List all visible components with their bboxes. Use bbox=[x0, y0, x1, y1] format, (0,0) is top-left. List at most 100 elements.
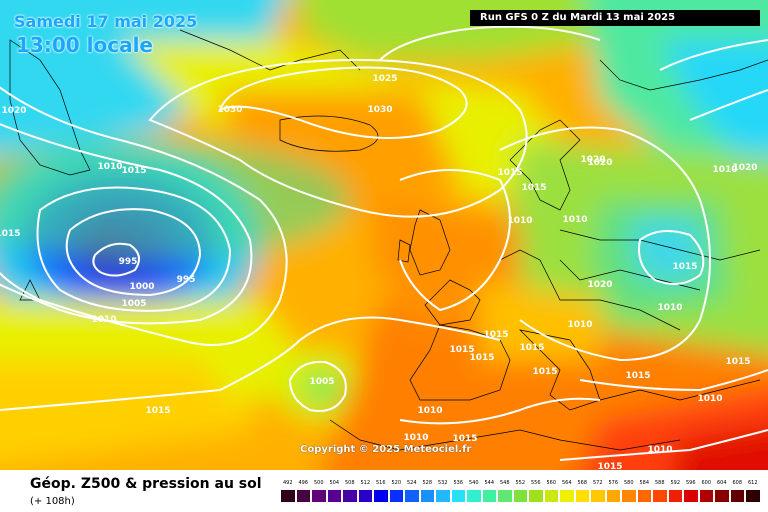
legend-value: 504 bbox=[329, 480, 340, 486]
legend-swatch bbox=[374, 490, 388, 502]
legend-swatch bbox=[296, 490, 310, 502]
isobar-labels: 1025103010301020101010151015995995100010… bbox=[0, 74, 758, 470]
isobar-label: 1010 bbox=[567, 320, 592, 330]
isobar-label: 1010 bbox=[417, 406, 442, 416]
legend-value: 600 bbox=[701, 480, 712, 486]
legend-value: 572 bbox=[592, 480, 603, 486]
legend-swatch bbox=[405, 490, 419, 502]
legend-swatch bbox=[730, 490, 744, 502]
legend-swatch bbox=[498, 490, 512, 502]
isobar-label: 1015 bbox=[449, 345, 474, 355]
geopotential-map: 1025103010301020101010151015995995100010… bbox=[0, 0, 768, 470]
legend-swatch bbox=[451, 490, 465, 502]
legend-value: 592 bbox=[670, 480, 681, 486]
legend-value: 512 bbox=[360, 480, 371, 486]
isobar-label: 1020 bbox=[587, 158, 612, 168]
isobar-label: 1015 bbox=[145, 406, 170, 416]
isobar-label: 1005 bbox=[121, 299, 146, 309]
legend-value: 608 bbox=[732, 480, 743, 486]
legend-value: 588 bbox=[654, 480, 665, 486]
isobar-label: 1020 bbox=[580, 155, 605, 165]
legend-swatch bbox=[746, 490, 760, 502]
legend-swatch bbox=[575, 490, 589, 502]
legend-swatch bbox=[684, 490, 698, 502]
run-info: Run GFS 0 Z du Mardi 13 mai 2025 bbox=[470, 10, 760, 26]
legend-value: 576 bbox=[608, 480, 619, 486]
copyright: Copyright © 2025 Meteociel.fr bbox=[300, 444, 472, 455]
legend-value: 516 bbox=[375, 480, 386, 486]
legend-swatch bbox=[637, 490, 651, 502]
map-canvas: 1025103010301020101010151015995995100010… bbox=[0, 0, 768, 470]
legend-swatch bbox=[467, 490, 481, 502]
legend-swatch bbox=[560, 490, 574, 502]
isobar-label: 1015 bbox=[452, 434, 477, 444]
legend-value: 584 bbox=[639, 480, 650, 486]
legend-swatch bbox=[436, 490, 450, 502]
legend-footer: Géop. Z500 & pression au sol (+ 108h) 49… bbox=[0, 470, 768, 512]
isobar-label: 1015 bbox=[519, 343, 544, 353]
legend-swatch bbox=[358, 490, 372, 502]
isobar-label: 1030 bbox=[217, 105, 242, 115]
legend-value: 520 bbox=[391, 480, 402, 486]
isobar-label: 995 bbox=[177, 275, 196, 285]
isobar-label: 1005 bbox=[309, 377, 334, 387]
legend-swatch bbox=[653, 490, 667, 502]
isobar-label: 1010 bbox=[657, 303, 682, 313]
legend-value: 492 bbox=[282, 480, 293, 486]
legend-swatch bbox=[622, 490, 636, 502]
legend-value: 524 bbox=[406, 480, 417, 486]
legend-swatch bbox=[327, 490, 341, 502]
legend-value: 604 bbox=[716, 480, 727, 486]
isobar-label: 1020 bbox=[587, 280, 612, 290]
forecast-time: 13:00 locale bbox=[16, 33, 153, 57]
isobar-label: 995 bbox=[119, 257, 138, 267]
legend-swatch bbox=[482, 490, 496, 502]
isobar-label: 1010 bbox=[647, 445, 672, 455]
isobar-label: 1015 bbox=[532, 367, 557, 377]
isobar-lines bbox=[0, 25, 768, 461]
legend-swatch bbox=[699, 490, 713, 502]
legend-swatch bbox=[668, 490, 682, 502]
coastlines bbox=[9, 29, 768, 451]
legend-value: 536 bbox=[453, 480, 464, 486]
isobar-label: 1010 bbox=[507, 216, 532, 226]
legend-swatch bbox=[606, 490, 620, 502]
legend-value: 564 bbox=[561, 480, 572, 486]
legend-swatch bbox=[513, 490, 527, 502]
isobar-label: 1010 bbox=[562, 215, 587, 225]
legend-value: 500 bbox=[313, 480, 324, 486]
isobar-label: 1010 bbox=[91, 315, 116, 325]
isobar-label: 1015 bbox=[672, 262, 697, 272]
isobar-label: 1015 bbox=[625, 371, 650, 381]
legend-swatch bbox=[544, 490, 558, 502]
isobar-label: 1025 bbox=[372, 74, 397, 84]
isobar-label: 1015 bbox=[469, 353, 494, 363]
map-title: Géop. Z500 & pression au sol bbox=[30, 476, 262, 492]
isobar-label: 1010 bbox=[97, 162, 122, 172]
legend-value: 556 bbox=[530, 480, 541, 486]
isobar-label: 1015 bbox=[0, 229, 21, 239]
legend-value: 544 bbox=[484, 480, 495, 486]
isobar-label: 1020 bbox=[1, 106, 26, 116]
legend-value: 552 bbox=[515, 480, 526, 486]
isobar-label: 1015 bbox=[483, 330, 508, 340]
isobar-label: 1020 bbox=[732, 163, 757, 173]
legend-swatch bbox=[312, 490, 326, 502]
isobar-label: 1000 bbox=[129, 282, 154, 292]
isobar-label: 1010 bbox=[697, 394, 722, 404]
legend-swatch bbox=[715, 490, 729, 502]
legend-value: 540 bbox=[468, 480, 479, 486]
legend-swatch bbox=[420, 490, 434, 502]
legend-value: 596 bbox=[685, 480, 696, 486]
legend-value: 612 bbox=[747, 480, 758, 486]
isobar-label: 1015 bbox=[597, 462, 622, 470]
isobar-label: 1015 bbox=[497, 168, 522, 178]
legend-swatch bbox=[529, 490, 543, 502]
isobar-label: 1010 bbox=[712, 165, 737, 175]
legend-swatch bbox=[591, 490, 605, 502]
isobar-label: 1015 bbox=[725, 357, 750, 367]
isobar-label: 1015 bbox=[521, 183, 546, 193]
legend-value: 548 bbox=[499, 480, 510, 486]
isobar-label: 1015 bbox=[121, 166, 146, 176]
